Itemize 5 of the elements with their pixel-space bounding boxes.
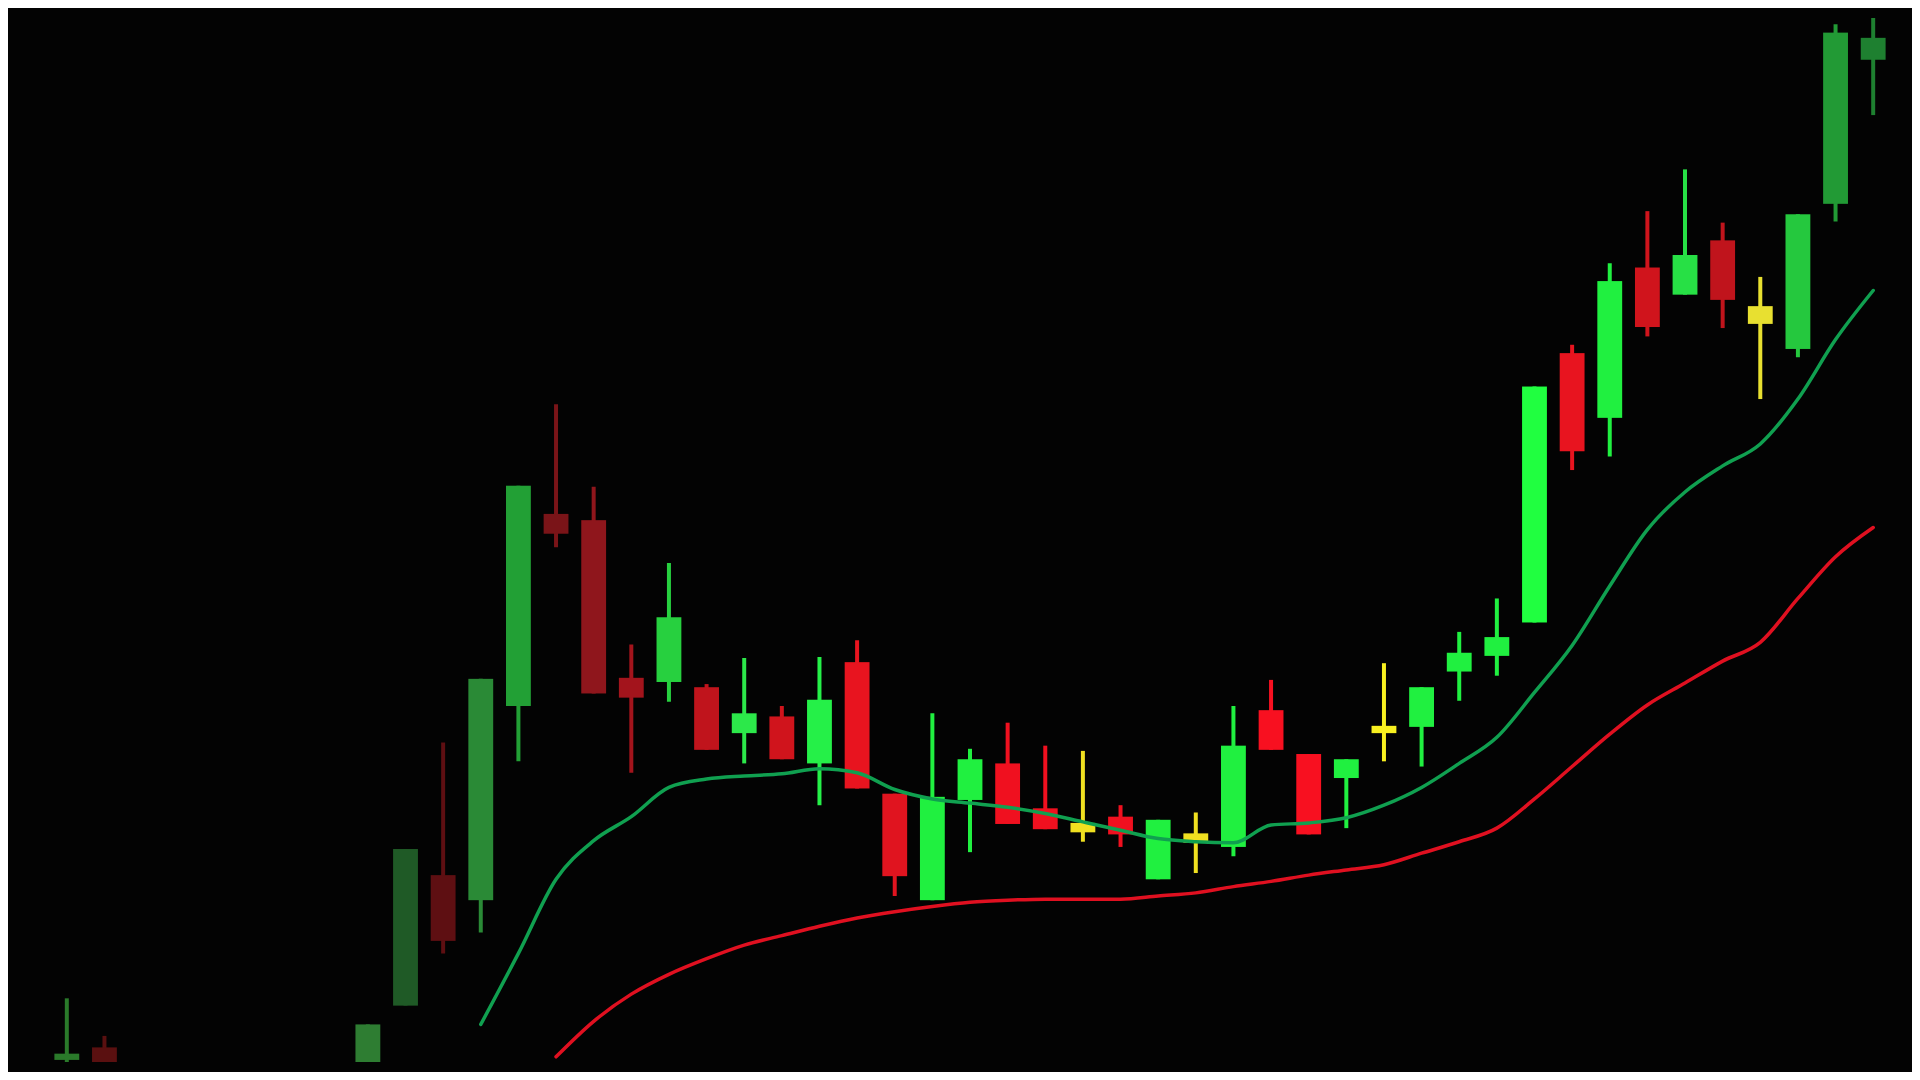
candlestick <box>543 404 569 548</box>
candlestick <box>618 644 644 773</box>
candlestick <box>1747 276 1773 400</box>
candlestick <box>54 998 80 1062</box>
candlestick <box>1371 663 1397 762</box>
